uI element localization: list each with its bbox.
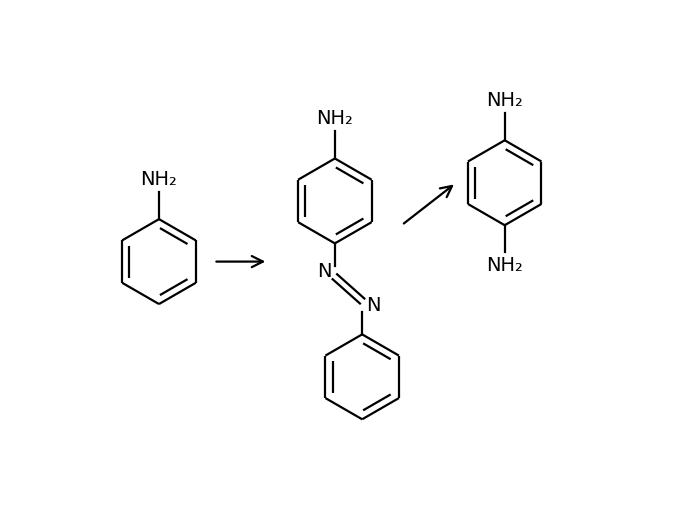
Text: NH₂: NH₂ <box>486 255 523 274</box>
Text: NH₂: NH₂ <box>141 170 178 189</box>
Text: N: N <box>366 296 380 315</box>
Text: NH₂: NH₂ <box>486 91 523 110</box>
Text: N: N <box>317 263 331 282</box>
Text: NH₂: NH₂ <box>316 109 353 128</box>
